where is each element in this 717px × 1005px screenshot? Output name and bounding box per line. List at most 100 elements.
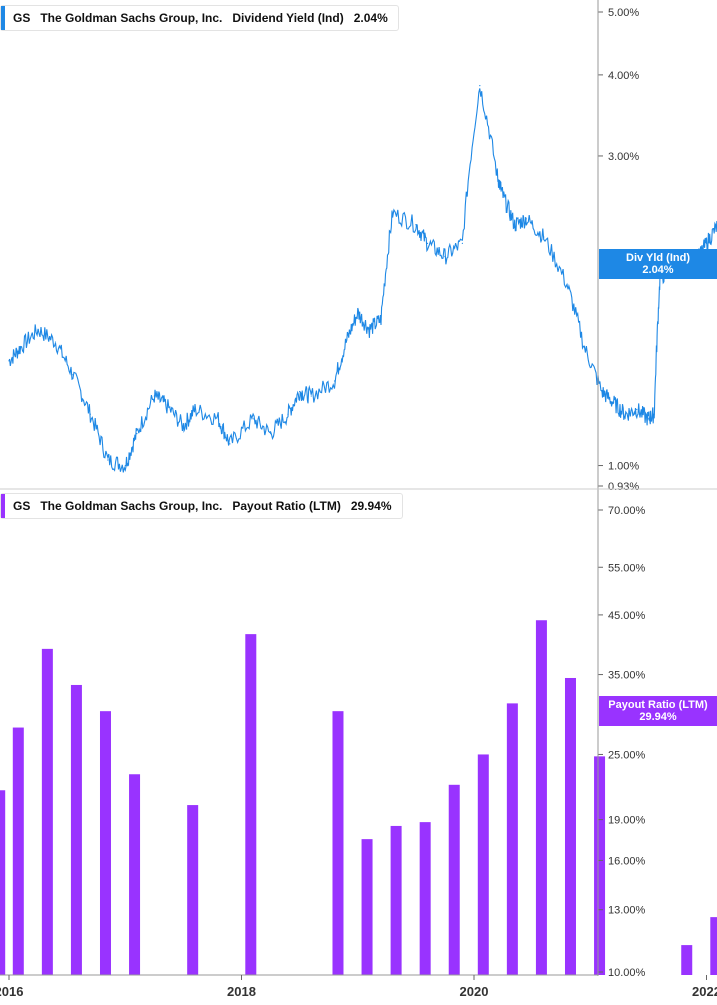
dividend-yield-legend-metric: Dividend Yield (Ind) xyxy=(232,11,344,25)
dividend-yield-point xyxy=(380,318,382,320)
dividend-yield-point xyxy=(124,464,126,467)
dividend-yield-point xyxy=(357,312,359,314)
dividend-yield-point xyxy=(217,418,219,420)
payout-ratio-ytick-label: 13.00% xyxy=(608,905,646,917)
dividend-yield-point xyxy=(502,195,504,197)
dividend-yield-legend-company: The Goldman Sachs Group, Inc. xyxy=(40,11,223,25)
dividend-yield-point xyxy=(601,391,603,393)
payout-ratio-tag-value: 29.94% xyxy=(639,710,677,723)
payout-ratio-bar xyxy=(710,917,717,975)
dividend-yield-point xyxy=(252,418,254,420)
dividend-yield-point xyxy=(566,284,568,286)
payout-ratio-ytick-label: 55.00% xyxy=(608,562,646,574)
payout-ratio-value-tag: Payout Ratio (LTM) 29.94% xyxy=(599,695,717,726)
dividend-yield-point xyxy=(269,433,272,435)
dividend-yield-point xyxy=(624,413,626,415)
dividend-yield-point xyxy=(54,341,57,343)
dividend-yield-point xyxy=(479,85,481,87)
payout-ratio-bar xyxy=(681,945,693,975)
payout-ratio-ytick-label: 10.00% xyxy=(608,967,646,979)
payout-ratio-legend-ticker: GS xyxy=(13,499,31,513)
dividend-yield-value-tag: Div Yld (Ind) 2.04% xyxy=(599,248,717,279)
payout-ratio-legend-swatch xyxy=(1,494,5,518)
dividend-yield-legend-value: 2.04% xyxy=(353,11,388,25)
dividend-yield-point xyxy=(612,402,615,404)
payout-ratio-legend-metric: Payout Ratio (LTM) xyxy=(232,499,341,513)
dividend-yield-point xyxy=(20,346,22,349)
payout-ratio-bar xyxy=(390,825,402,975)
payout-ratio-ytick-label: 35.00% xyxy=(608,670,646,682)
payout-ratio-bar xyxy=(245,634,257,975)
dividend-yield-point xyxy=(345,341,347,343)
dividend-yield-point xyxy=(194,408,196,411)
dividend-yield-point xyxy=(136,433,138,435)
payout-ratio-bar xyxy=(361,839,373,975)
dividend-yield-point xyxy=(525,218,527,220)
dividend-yield-point xyxy=(705,242,708,244)
dividend-yield-point xyxy=(392,212,394,214)
xtick-label: 2020 xyxy=(460,984,489,999)
dividend-yield-point xyxy=(368,328,370,331)
payout-ratio-legend-company: The Goldman Sachs Group, Inc. xyxy=(40,499,223,513)
dividend-yield-point xyxy=(333,380,336,382)
payout-ratio-bar xyxy=(594,756,606,975)
dividend-yield-point xyxy=(287,413,289,415)
dividend-yield-point xyxy=(444,255,446,258)
payout-ratio-bar xyxy=(70,684,82,975)
dividend-yield-point xyxy=(583,346,586,349)
payout-ratio-ytick-label: 25.00% xyxy=(608,749,646,761)
dividend-yield-point xyxy=(461,242,463,244)
payout-ratio-bar xyxy=(0,790,6,975)
xtick-label: 2022 xyxy=(692,984,717,999)
payout-ratio-legend: GS The Goldman Sachs Group, Inc. Payout … xyxy=(0,493,403,519)
dividend-yield-legend-ticker: GS xyxy=(13,11,31,25)
dividend-yield-point xyxy=(514,224,516,226)
payout-ratio-bar xyxy=(41,648,53,975)
payout-ratio-legend-value: 29.94% xyxy=(350,499,392,513)
dividend-yield-point xyxy=(37,328,39,331)
payout-ratio-tag-label: Payout Ratio (LTM) xyxy=(608,698,708,711)
payout-ratio-bar xyxy=(129,774,141,975)
dividend-yield-point xyxy=(182,425,184,427)
dividend-yield-point xyxy=(229,443,231,445)
dividend-yield-legend: GS The Goldman Sachs Group, Inc. Dividen… xyxy=(0,5,399,31)
xtick-label: 2018 xyxy=(227,984,256,999)
dividend-yield-ytick-label: 5.00% xyxy=(608,7,639,19)
payout-ratio-bar xyxy=(419,822,431,975)
payout-ratio-bar xyxy=(332,711,344,975)
payout-ratio-bar xyxy=(99,711,111,975)
dividend-yield-point xyxy=(496,174,498,176)
dividend-yield-point xyxy=(636,408,638,411)
dividend-yield-point xyxy=(8,360,10,362)
dividend-yield-line xyxy=(8,88,717,473)
dividend-yield-point xyxy=(653,413,655,415)
dividend-yield-point xyxy=(153,395,155,397)
dividend-yield-ytick-label: 0.93% xyxy=(608,481,639,493)
dividend-yield-tag-label: Div Yld (Ind) xyxy=(626,251,690,264)
dividend-yield-legend-swatch xyxy=(1,6,5,30)
dividend-yield-ytick-label: 1.00% xyxy=(608,461,639,473)
dividend-yield-tag-value: 2.04% xyxy=(642,263,674,276)
payout-ratio-bar xyxy=(187,805,199,975)
payout-ratio-bar xyxy=(448,784,460,975)
dividend-yield-point xyxy=(72,374,74,376)
dividend-yield-point xyxy=(310,395,312,397)
payout-ratio-ytick-label: 45.00% xyxy=(608,610,646,622)
payout-ratio-ytick-label: 19.00% xyxy=(608,815,646,827)
xtick-label: 2016 xyxy=(0,984,23,999)
payout-ratio-bar xyxy=(12,727,24,975)
dividend-yield-point xyxy=(543,236,545,238)
payout-ratio-bar xyxy=(477,754,489,975)
dividend-yield-point xyxy=(299,391,301,393)
dividend-yield-point xyxy=(647,418,649,420)
dividend-yield-point xyxy=(89,413,91,415)
dividend-yield-point xyxy=(107,459,109,461)
payout-ratio-bar xyxy=(564,677,576,975)
payout-ratio-bar xyxy=(535,620,547,975)
dividend-yield-ytick-label: 4.00% xyxy=(608,70,639,82)
payout-ratio-bar xyxy=(506,703,518,975)
payout-ratio-plot xyxy=(0,620,717,975)
payout-ratio-ytick-label: 70.00% xyxy=(608,505,646,517)
dividend-yield-point xyxy=(415,224,417,226)
